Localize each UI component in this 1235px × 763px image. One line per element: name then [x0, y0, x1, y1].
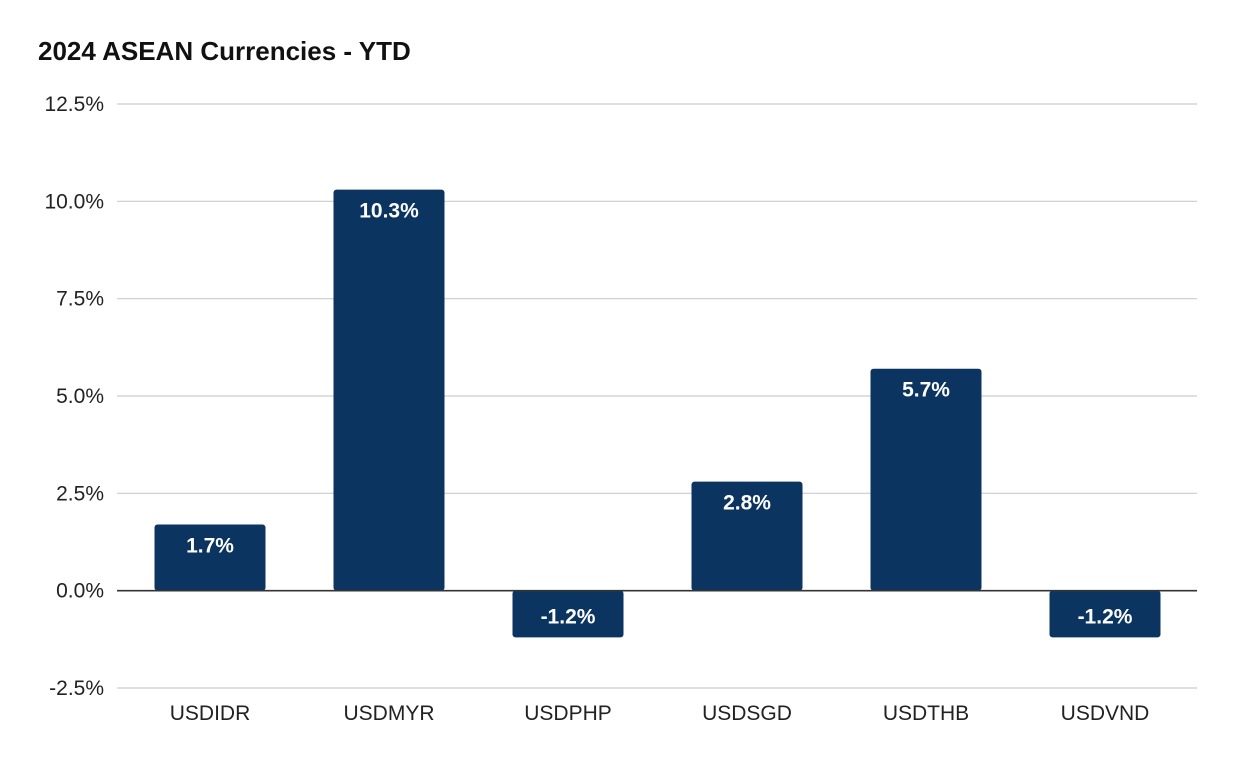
y-tick-label: 12.5% [44, 93, 104, 116]
bar-usdidr [154, 524, 266, 591]
y-tick-label: 2.5% [56, 482, 104, 505]
bar-usdmyr [333, 189, 445, 591]
y-tick-label: 10.0% [44, 190, 104, 213]
data-label-usdphp: -1.2% [541, 605, 596, 628]
bar-usdthb [870, 368, 982, 591]
category-label-usdsgd: USDSGD [702, 702, 792, 725]
x-axis-category-labels: USDIDR USDMYR USDPHP USDSGD USDTHB USDVND [170, 702, 1150, 725]
category-label-usdphp: USDPHP [524, 702, 612, 725]
y-axis-tick-labels: 12.5% 10.0% 7.5% 5.0% 2.5% 0.0% -2.5% [44, 93, 104, 700]
y-tick-label: 5.0% [56, 385, 104, 408]
data-label-usdthb: 5.7% [902, 379, 950, 402]
bar-usdvnd [1049, 590, 1161, 638]
bars [154, 189, 1161, 638]
y-tick-label: 0.0% [56, 580, 104, 603]
data-label-usdmyr: 10.3% [359, 200, 419, 223]
y-tick-label: 7.5% [56, 288, 104, 311]
chart-title: 2024 ASEAN Currencies - YTD [38, 36, 411, 66]
data-labels: 1.7% 10.3% -1.2% 2.8% 5.7% -1.2% [186, 200, 1133, 629]
bar-usdphp [512, 590, 624, 638]
category-label-usdvnd: USDVND [1061, 702, 1150, 725]
category-label-usdmyr: USDMYR [343, 702, 434, 725]
bar-usdsgd [691, 481, 803, 591]
y-tick-label: -2.5% [49, 677, 104, 700]
grid-lines [117, 103, 1197, 689]
category-label-usdthb: USDTHB [883, 702, 969, 725]
data-label-usdsgd: 2.8% [723, 492, 771, 515]
category-label-usdidr: USDIDR [170, 702, 251, 725]
data-label-usdvnd: -1.2% [1078, 605, 1133, 628]
data-label-usdidr: 1.7% [186, 534, 234, 557]
